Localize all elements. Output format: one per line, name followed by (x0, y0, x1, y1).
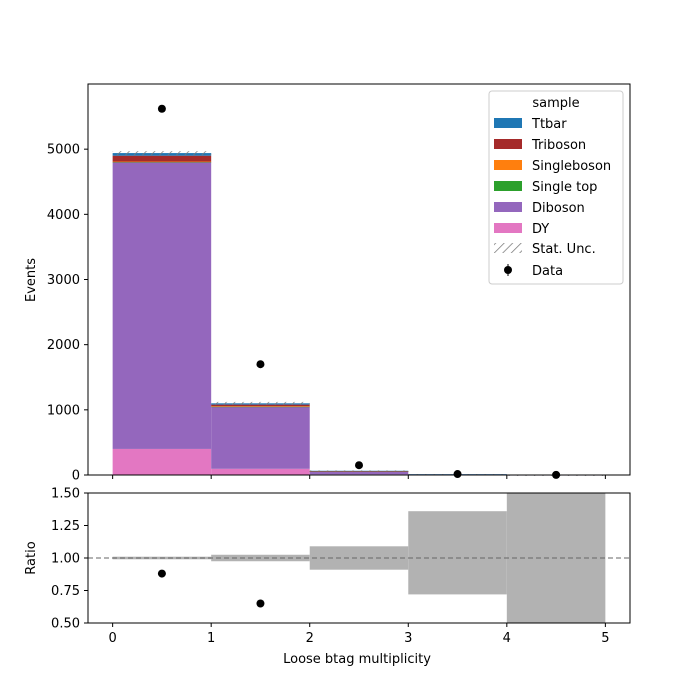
main-y-tick-label-5: 5000 (47, 143, 80, 158)
stat-unc-bin-2 (309, 470, 409, 472)
ratio-x-tick-label-2: 2 (306, 631, 314, 646)
ratio-unc-bin-2 (309, 546, 409, 570)
ratio-y-axis: 0.50 0.75 1.00 1.25 1.50 (51, 487, 88, 632)
bar-triboson-bin-2 (309, 471, 409, 472)
legend-entries: Ttbar Triboson Singleboson Single top Diboso… (494, 117, 611, 237)
bar-dy-bin-1 (211, 468, 310, 475)
main-y-tick-label-3: 3000 (47, 273, 80, 288)
ratio-y-tick-label-2: 1.00 (51, 552, 80, 567)
legend-frame (488, 90, 624, 285)
ratio-unc-bin-3 (408, 511, 507, 595)
legend-swatch-diboson (494, 202, 522, 212)
legend-label-stat-unc: Stat. Unc. (532, 242, 596, 257)
bar-single-top-bin-0 (112, 161, 212, 163)
bar-diboson-bin-2 (309, 471, 409, 475)
ratio-x-tick-label-1: 1 (207, 631, 215, 646)
ratio-x-tick-label-5: 5 (601, 631, 609, 646)
main-y-tick-label-2: 2000 (47, 338, 80, 353)
bar-diboson-bin-0 (112, 162, 212, 449)
ratio-y-tick-label-3: 1.25 (51, 519, 80, 534)
legend-title: sample (532, 96, 579, 111)
main-y-axis: 0 1000 2000 3000 4000 5000 (47, 143, 88, 484)
data-point-2 (355, 461, 363, 470)
main-y-axis-label: Events (24, 258, 39, 302)
data-points (157, 104, 561, 479)
ratio-y-tick-label-0: 0.50 (51, 617, 80, 632)
ratio-x-tick-label-3: 3 (404, 631, 412, 646)
legend-label-triboson: Triboson (531, 138, 586, 153)
legend-swatch-data (504, 266, 512, 274)
bar-diboson-bin-1 (211, 406, 310, 469)
data-point-3 (453, 470, 462, 479)
bar-single-top-bin-1 (211, 406, 310, 408)
stat-unc-bin-1 (211, 401, 310, 405)
legend: sample Ttbar Triboson Singleboson Single to… (488, 90, 624, 285)
legend-label-singleboson: Singleboson (532, 159, 611, 174)
legend-label-single-top: Single top (532, 180, 597, 195)
main-y-tick-label-0: 0 (72, 469, 80, 484)
data-point-0 (157, 104, 166, 113)
bar-singleboson-bin-0 (112, 161, 212, 163)
legend-label-dy: DY (532, 222, 549, 237)
main-y-tick-label-1: 1000 (47, 403, 80, 418)
ratio-x-axis: 0 1 2 3 4 5 (108, 623, 610, 646)
legend-label-data: Data (532, 264, 563, 279)
main-x-axis (112, 475, 606, 479)
ratio-y-axis-label: Ratio (24, 541, 39, 574)
data-point-1 (256, 360, 265, 369)
legend-swatch-dy (494, 223, 522, 233)
bar-triboson-bin-1 (211, 404, 310, 407)
bar-singleboson-bin-1 (211, 406, 310, 407)
stacked-histogram (112, 153, 606, 476)
legend-swatch-stat-unc (494, 243, 522, 253)
legend-swatch-ttbar (494, 118, 522, 128)
legend-swatch-triboson (494, 139, 522, 149)
legend-swatch-single-top (494, 181, 522, 191)
main-y-tick-label-4: 4000 (47, 208, 80, 223)
ratio-points (157, 569, 265, 608)
legend-swatch-singleboson (494, 160, 522, 170)
ratio-x-tick-label-0: 0 (108, 631, 116, 646)
x-axis-label: Loose btag multiplicity (283, 652, 431, 667)
stat-unc-bin-0 (112, 151, 212, 156)
ratio-x-tick-label-4: 4 (503, 631, 511, 646)
ratio-plot-panel: 0.50 0.75 1.00 1.25 1.50 0 1 2 3 4 5 Ratio Loose … (24, 487, 631, 667)
ratio-y-tick-label-1: 0.75 (51, 584, 80, 599)
ratio-point-0 (157, 569, 166, 578)
ratio-y-tick-label-4: 1.50 (51, 487, 80, 502)
bar-dy-bin-0 (112, 448, 212, 475)
main-plot-panel: 0 1000 2000 3000 4000 5000 Events sample Ttba… (24, 83, 631, 484)
legend-label-diboson: Diboson (532, 201, 585, 216)
ratio-point-1 (256, 599, 265, 608)
bar-triboson-bin-0 (112, 155, 212, 162)
legend-label-ttbar: Ttbar (531, 117, 567, 132)
